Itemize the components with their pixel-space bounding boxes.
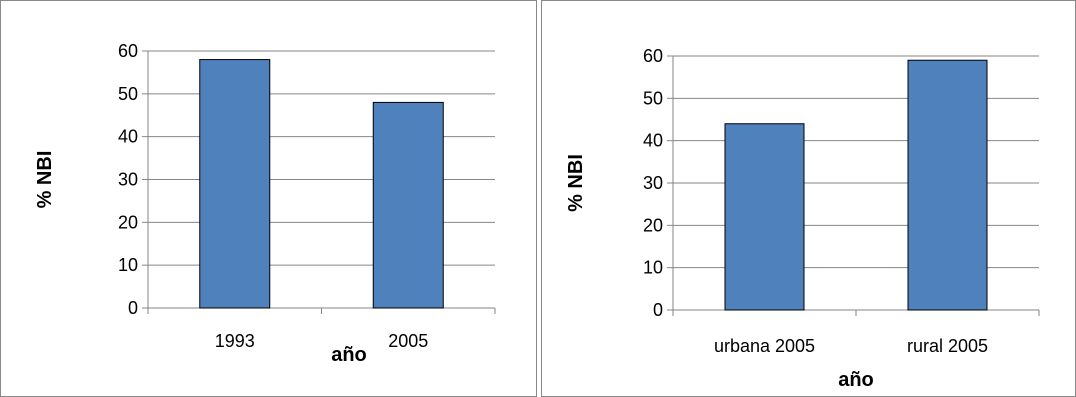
bar-1993 <box>199 59 271 309</box>
y-tick-label: 40 <box>118 127 138 147</box>
x-axis-title: año <box>838 369 874 391</box>
y-tick-label: 50 <box>118 84 138 104</box>
bar-chart-nbi-by-year: 0 10 20 30 40 50 60 1993 2005 % NBI año <box>34 41 496 366</box>
y-tick-label: 40 <box>643 131 663 151</box>
x-category-label: urbana 2005 <box>714 336 815 356</box>
x-category-label: 2005 <box>388 331 428 351</box>
x-category-label: 1993 <box>215 331 255 351</box>
bar-chart-nbi-urban-rural: 0 10 20 30 40 50 60 urbana 2005 rural 2005 % NBI a… <box>565 46 1040 391</box>
y-tick-label: 10 <box>643 258 663 278</box>
bar-urbana-2005 <box>724 123 805 311</box>
y-tick-label: 60 <box>118 41 138 61</box>
y-tick-label: 30 <box>118 170 138 190</box>
chart-panel-nbi-by-year: 0 10 20 30 40 50 60 1993 2005 % NBI año <box>0 0 537 397</box>
x-axis-title: año <box>331 344 367 366</box>
y-tick-label: 50 <box>643 88 663 108</box>
x-category-label: rural 2005 <box>907 336 988 356</box>
y-tick-label: 0 <box>128 298 138 318</box>
bar-2005 <box>372 101 444 309</box>
y-tick-label: 30 <box>643 173 663 193</box>
y-tick-label: 20 <box>118 212 138 232</box>
y-tick-label: 0 <box>653 300 663 320</box>
chart-panel-nbi-urban-rural: 0 10 20 30 40 50 60 urbana 2005 rural 2005 % NBI a… <box>541 0 1076 397</box>
y-axis-title: % NBI <box>565 154 587 212</box>
y-tick-label: 10 <box>118 255 138 275</box>
y-tick-label: 20 <box>643 215 663 235</box>
y-tick-label: 60 <box>643 46 663 66</box>
bar-rural-2005 <box>907 59 988 311</box>
y-axis-title: % NBI <box>34 151 56 209</box>
